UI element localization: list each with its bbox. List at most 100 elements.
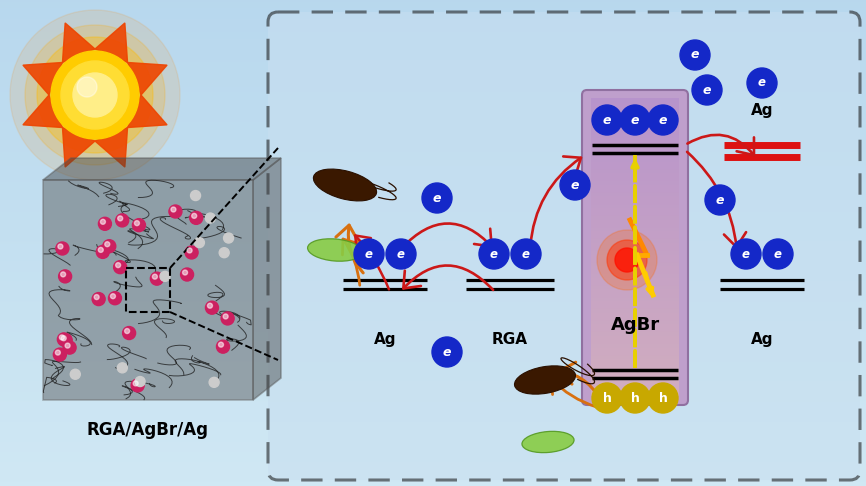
Polygon shape xyxy=(253,158,281,400)
FancyArrowPatch shape xyxy=(404,265,493,290)
Text: e: e xyxy=(397,247,405,260)
FancyArrowPatch shape xyxy=(336,225,363,273)
Circle shape xyxy=(103,240,116,253)
Circle shape xyxy=(135,377,145,386)
Circle shape xyxy=(98,247,103,252)
Text: AgBr: AgBr xyxy=(611,316,660,334)
Circle shape xyxy=(223,233,234,243)
FancyArrowPatch shape xyxy=(402,224,492,248)
Circle shape xyxy=(223,314,228,319)
Text: e: e xyxy=(659,114,667,126)
Circle shape xyxy=(191,191,201,201)
Polygon shape xyxy=(23,95,62,127)
Circle shape xyxy=(354,239,384,269)
Ellipse shape xyxy=(313,169,377,201)
Circle shape xyxy=(63,341,76,354)
Circle shape xyxy=(218,342,223,347)
Circle shape xyxy=(597,230,657,290)
Text: e: e xyxy=(365,247,373,260)
Ellipse shape xyxy=(522,432,574,452)
FancyArrowPatch shape xyxy=(342,239,359,285)
Circle shape xyxy=(51,51,139,139)
Ellipse shape xyxy=(514,366,576,394)
Circle shape xyxy=(479,239,509,269)
Circle shape xyxy=(59,334,72,347)
Polygon shape xyxy=(127,63,167,95)
Circle shape xyxy=(152,274,158,279)
Circle shape xyxy=(105,242,110,247)
Text: e: e xyxy=(433,191,442,205)
Circle shape xyxy=(125,329,130,333)
Circle shape xyxy=(108,292,121,305)
Circle shape xyxy=(169,205,182,218)
Polygon shape xyxy=(23,63,62,95)
Circle shape xyxy=(432,337,462,367)
Circle shape xyxy=(92,293,105,306)
Circle shape xyxy=(123,327,136,340)
Text: e: e xyxy=(758,76,766,89)
Circle shape xyxy=(171,207,176,212)
Circle shape xyxy=(61,61,129,129)
FancyArrowPatch shape xyxy=(687,152,746,247)
Circle shape xyxy=(181,268,194,281)
Circle shape xyxy=(705,185,735,215)
Circle shape xyxy=(615,248,639,272)
Circle shape xyxy=(25,25,165,165)
Circle shape xyxy=(185,246,198,259)
Circle shape xyxy=(216,340,229,353)
Text: e: e xyxy=(691,49,699,62)
Circle shape xyxy=(61,272,66,277)
Circle shape xyxy=(56,242,69,255)
Text: e: e xyxy=(702,84,711,97)
Circle shape xyxy=(37,37,153,153)
Text: Ag: Ag xyxy=(751,103,773,118)
Circle shape xyxy=(763,239,793,269)
Text: e: e xyxy=(603,114,611,126)
Polygon shape xyxy=(62,23,95,63)
Polygon shape xyxy=(43,180,253,400)
Circle shape xyxy=(648,105,678,135)
Circle shape xyxy=(96,245,109,259)
Circle shape xyxy=(54,348,67,361)
Circle shape xyxy=(183,270,188,275)
Circle shape xyxy=(191,213,197,218)
Circle shape xyxy=(131,379,144,392)
Circle shape xyxy=(422,183,452,213)
Text: RGA: RGA xyxy=(492,332,528,347)
FancyArrowPatch shape xyxy=(560,362,604,407)
Circle shape xyxy=(560,170,590,200)
Circle shape xyxy=(205,213,216,223)
Text: Ag: Ag xyxy=(374,332,397,347)
Circle shape xyxy=(221,312,234,325)
Circle shape xyxy=(73,73,117,117)
Text: h: h xyxy=(630,392,639,404)
Polygon shape xyxy=(127,95,167,127)
Circle shape xyxy=(607,240,647,280)
Circle shape xyxy=(61,336,66,341)
Circle shape xyxy=(117,363,127,373)
Circle shape xyxy=(386,239,416,269)
Circle shape xyxy=(111,294,115,299)
Text: e: e xyxy=(774,247,782,260)
Circle shape xyxy=(113,260,126,274)
Circle shape xyxy=(99,217,112,230)
Circle shape xyxy=(219,248,229,258)
Circle shape xyxy=(77,77,97,97)
Circle shape xyxy=(194,238,204,247)
Text: e: e xyxy=(716,193,724,207)
Polygon shape xyxy=(95,127,127,167)
FancyArrowPatch shape xyxy=(688,135,754,155)
Circle shape xyxy=(58,244,63,249)
Polygon shape xyxy=(43,158,281,180)
Circle shape xyxy=(692,75,722,105)
Circle shape xyxy=(190,211,203,225)
FancyArrowPatch shape xyxy=(552,379,598,407)
Circle shape xyxy=(592,105,622,135)
FancyArrowPatch shape xyxy=(355,236,389,290)
Circle shape xyxy=(209,377,219,387)
Circle shape xyxy=(160,271,170,281)
Circle shape xyxy=(94,295,99,299)
Text: e: e xyxy=(490,247,498,260)
Circle shape xyxy=(116,214,129,227)
Text: h: h xyxy=(603,392,611,404)
